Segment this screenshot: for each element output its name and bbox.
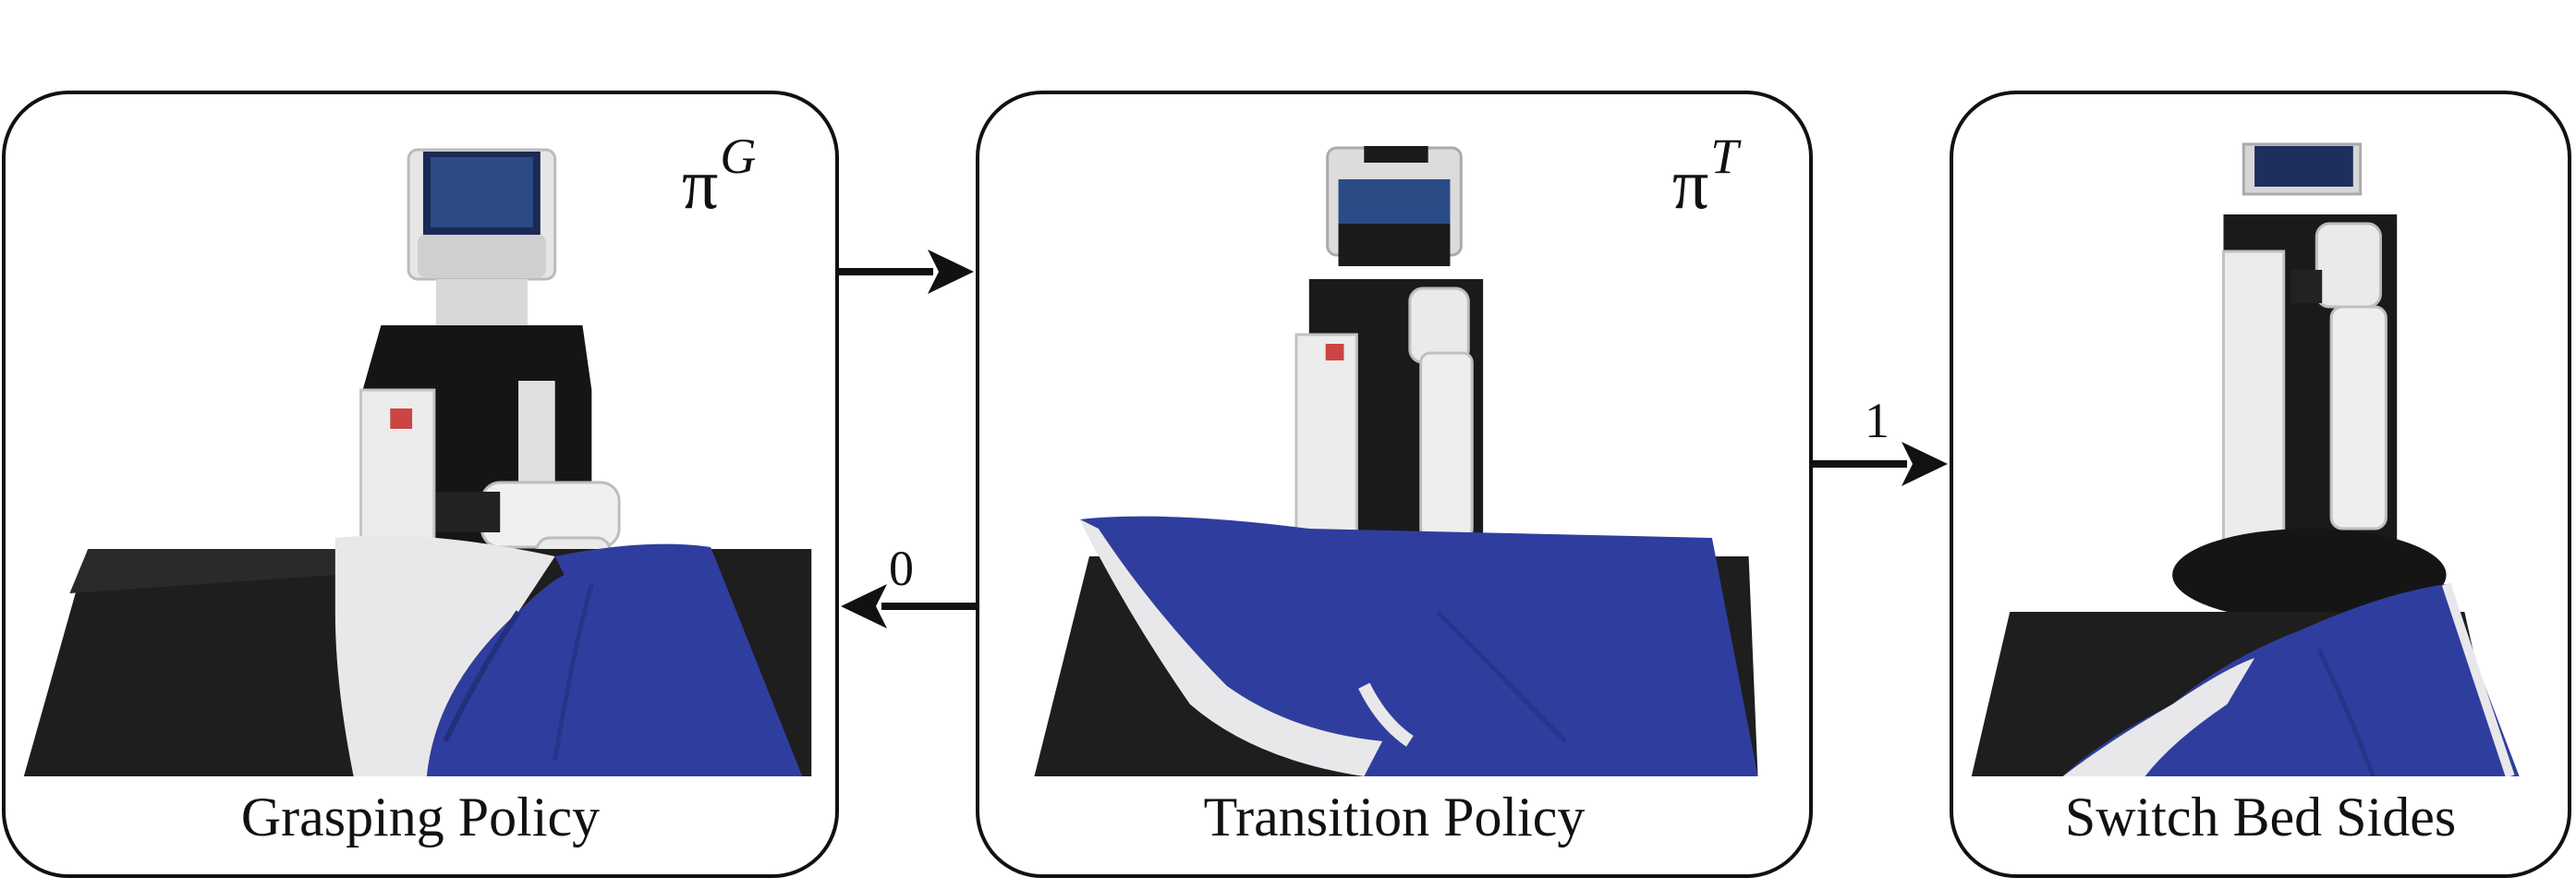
grasping-policy-node: Grasping Policy [2, 91, 839, 878]
pi-symbol: π [682, 143, 719, 224]
policy-superscript-t: T [1710, 128, 1739, 184]
robot-grasping-blue-shirt-photo [6, 94, 835, 776]
transition-policy-caption: Transition Policy [1203, 787, 1586, 848]
arrow-transition-to-switch [1813, 442, 1948, 486]
robot-side-view-shirt-photo [1953, 94, 2568, 776]
policy-superscript-g: G [720, 128, 757, 184]
edge-label-1: 1 [1865, 393, 1889, 448]
grasping-policy-caption: Grasping Policy [240, 787, 601, 848]
edge-label-0: 0 [889, 541, 914, 596]
grasping-policy-symbol: πG [682, 131, 756, 220]
transition-policy-node: Transition Policy [976, 91, 1813, 878]
arrow-grasp-to-transition [839, 250, 974, 294]
switch-bed-sides-node: Switch Bed Sides [1950, 91, 2571, 878]
pi-symbol: π [1672, 143, 1709, 224]
switch-bed-sides-caption: Switch Bed Sides [2064, 787, 2457, 848]
transition-policy-symbol: πT [1672, 131, 1738, 220]
robot-behind-spread-shirt-photo [979, 94, 1809, 776]
